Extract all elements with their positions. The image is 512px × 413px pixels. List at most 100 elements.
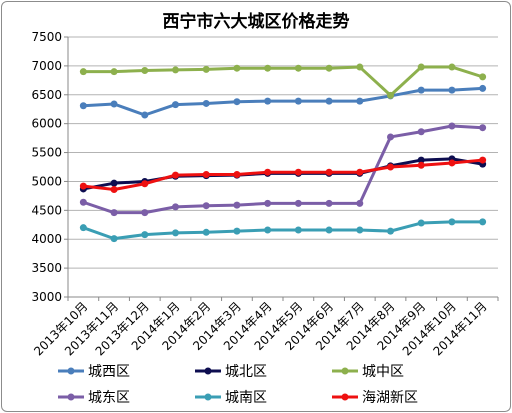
data-point [356,168,364,176]
data-point [325,97,333,105]
x-axis: 2013年10月2013年11月2013年12月2014年1月2014年2月20… [31,296,499,358]
series-line [82,220,483,241]
legend-item: 城南区 [195,390,267,406]
data-point [417,219,425,227]
series-line [83,158,483,192]
data-point [417,86,425,94]
data-point [233,227,241,235]
data-point [417,156,425,164]
legend-swatch-marker [204,367,212,375]
data-point [141,180,149,188]
data-point [294,97,302,105]
data-point [356,97,364,105]
data-point [141,67,149,75]
data-point [294,226,302,234]
y-tick-label: 4000 [31,232,62,246]
data-point [233,171,241,179]
legend-swatch-marker [341,367,349,375]
data-point [448,63,456,71]
legend-item: 城北区 [195,364,267,380]
series-1 [79,155,487,193]
data-point [172,229,179,237]
data-point [233,98,241,106]
series-5 [79,156,487,194]
data-point [356,226,364,234]
legend-swatch-marker [204,393,212,401]
data-point [233,64,241,72]
legend-label: 城西区 [88,364,130,380]
data-point [79,102,87,110]
data-point [141,231,149,239]
legend-swatch-marker [67,393,75,401]
chart-title: 西宁市六大城区价格走势 [163,11,350,32]
data-point [387,163,394,171]
data-point [479,84,487,92]
data-point [264,199,272,207]
data-point [202,171,210,179]
legend-item: 城东区 [58,390,130,406]
data-point [294,168,302,176]
series-line [83,86,483,117]
data-point [448,218,456,226]
data-point [325,199,333,207]
data-point [479,73,487,81]
data-point [264,64,272,72]
data-point [172,203,179,211]
data-point [141,111,149,119]
data-point [387,133,394,141]
data-point [141,209,149,217]
legend-swatch-marker [341,393,349,401]
data-point [387,227,394,235]
data-point [417,63,425,71]
data-point [172,171,179,179]
series-line [82,124,483,215]
data-point [202,228,210,236]
data-point [356,63,364,71]
data-point [202,65,210,73]
data-point [387,91,394,99]
legend-label: 城南区 [225,390,267,406]
data-point [294,64,302,72]
legend-item: 海湖新区 [332,390,418,406]
data-point [479,156,487,164]
data-point [479,124,487,132]
data-point [325,226,333,234]
data-point [110,186,118,194]
legend-label: 海湖新区 [362,390,418,406]
series-2 [79,63,487,99]
y-axis: 3000 3500 4000 4500 5000 5500 6000 6500 7000 7500 [31,30,69,304]
y-tick-label: 3000 [31,290,62,304]
data-point [202,99,210,107]
y-tick-label: 5000 [31,174,62,188]
data-point [110,68,118,76]
y-tick-label: 7500 [31,30,62,44]
data-point [448,159,456,167]
y-tick-label: 7000 [31,59,62,73]
data-point [448,86,456,94]
data-point [325,168,333,176]
data-point [202,202,210,210]
data-point [79,224,87,232]
legend-item: 城中区 [332,364,404,380]
grid-layer [68,36,498,298]
series-3 [79,122,487,217]
data-point [172,66,179,74]
data-point [294,199,302,207]
y-tick-label: 5500 [31,146,62,160]
legend-label: 城北区 [225,364,267,380]
series-0 [79,84,487,119]
data-point [417,161,425,169]
series-line [83,65,484,97]
y-tick-label: 4500 [31,203,62,217]
data-point [479,218,487,226]
data-point [172,101,179,109]
legend-label: 城东区 [88,390,130,406]
y-tick-label: 6000 [31,117,62,131]
data-point [79,182,87,190]
series-layer [79,63,487,243]
data-point [356,199,364,207]
data-point [233,201,241,209]
data-point [110,100,118,108]
